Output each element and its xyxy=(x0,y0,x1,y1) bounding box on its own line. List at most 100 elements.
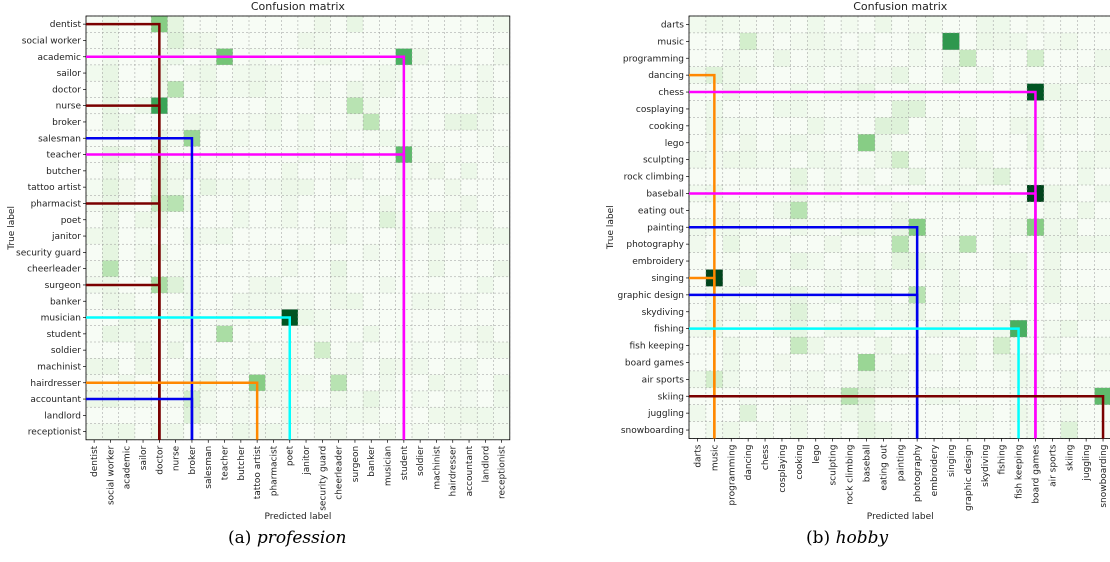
matrix-cell-faint xyxy=(346,113,364,131)
matrix-cell xyxy=(167,32,184,49)
matrix-cell-faint xyxy=(773,201,791,219)
y-tick-label: tattoo artist xyxy=(28,183,82,193)
matrix-cell-faint xyxy=(265,130,282,147)
matrix-cell-faint xyxy=(824,49,842,67)
matrix-cell-faint xyxy=(183,113,201,131)
matrix-cell-faint xyxy=(756,32,774,50)
y-tick-label: cheerleader xyxy=(27,265,81,275)
matrix-cell-faint xyxy=(200,32,217,49)
matrix-cell xyxy=(102,227,119,245)
highlight-path xyxy=(86,137,194,440)
matrix-cell-faint xyxy=(959,286,977,304)
matrix-cell-faint xyxy=(1077,286,1095,304)
matrix-cell-faint xyxy=(460,162,478,179)
matrix-cell-faint xyxy=(891,201,909,219)
matrix-cell-faint xyxy=(1077,168,1095,185)
matrix-cell xyxy=(858,421,875,439)
matrix-cell-faint xyxy=(942,151,960,169)
matrix-cell xyxy=(993,337,1011,354)
y-tick-label: photography xyxy=(626,240,684,250)
matrix-cell-faint xyxy=(232,293,249,310)
matrix-cell-faint xyxy=(346,390,364,408)
matrix-cell-faint xyxy=(722,269,740,287)
matrix-cell-faint xyxy=(460,358,478,375)
matrix-cell-faint xyxy=(1043,337,1061,354)
matrix-cell-faint xyxy=(976,404,994,422)
matrix-cell-faint xyxy=(444,195,461,212)
matrix-cell-faint xyxy=(874,66,892,84)
y-tick-label: student xyxy=(47,330,82,340)
matrix-cell-faint xyxy=(412,130,429,147)
matrix-cell-faint xyxy=(773,303,791,321)
x-tick-label: fish keeping xyxy=(1015,445,1025,500)
matrix-cell xyxy=(102,325,119,342)
matrix-cell-faint xyxy=(1060,117,1078,135)
matrix-cell-faint xyxy=(1060,83,1078,101)
caption-b: (b) hobby xyxy=(806,528,888,548)
matrix-cell-faint xyxy=(460,293,478,310)
matrix-cell xyxy=(102,32,119,49)
matrix-cell-faint xyxy=(1060,218,1078,236)
x-tick-label: security guard xyxy=(318,446,328,511)
x-tick-label: painting xyxy=(896,445,906,482)
matrix-cell-faint xyxy=(874,354,892,371)
matrix-cell-faint xyxy=(200,130,217,147)
matrix-cell-faint xyxy=(942,286,960,304)
matrix-cell-faint xyxy=(265,211,282,228)
matrix-cell-faint xyxy=(874,151,892,169)
highlight-path xyxy=(689,192,1037,439)
matrix-cell-faint xyxy=(379,81,396,98)
matrix-cell-faint xyxy=(330,423,347,440)
matrix-cell-faint xyxy=(908,16,926,33)
matrix-cell-faint xyxy=(790,134,808,152)
matrix-cell-faint xyxy=(363,81,380,98)
x-tick-label: music xyxy=(710,444,720,471)
matrix-cell-faint xyxy=(363,179,380,196)
matrix-cell-faint xyxy=(477,64,494,82)
matrix-cell-faint xyxy=(1094,337,1110,354)
x-tick-label: broker xyxy=(188,446,198,475)
matrix-cell-faint xyxy=(428,162,445,179)
matrix-cell-faint xyxy=(874,421,892,439)
matrix-cell xyxy=(993,16,1011,33)
y-tick-label: fish keeping xyxy=(629,342,684,352)
matrix-cell-faint xyxy=(183,64,201,82)
matrix-cell-faint xyxy=(874,16,892,33)
matrix-cell-faint xyxy=(1010,32,1027,50)
matrix-cell-faint xyxy=(1094,66,1110,84)
matrix-cell-faint xyxy=(993,235,1011,253)
matrix-cell-faint xyxy=(942,168,960,185)
matrix-cell xyxy=(102,113,119,131)
matrix-cell-faint xyxy=(86,227,103,245)
y-tick-label: cosplaying xyxy=(636,105,684,115)
matrix-cell-faint xyxy=(330,130,347,147)
highlight-path xyxy=(689,395,1105,439)
y-tick-label: broker xyxy=(52,118,81,128)
matrix-cell-faint xyxy=(134,358,152,375)
highlight-path xyxy=(86,316,291,440)
matrix-cell-faint xyxy=(428,293,445,310)
matrix-cell-faint xyxy=(841,16,858,33)
chart-title: Confusion matrix xyxy=(853,0,948,13)
matrix-cell-faint xyxy=(1060,404,1078,422)
matrix-cell-faint xyxy=(858,269,875,287)
matrix-cell-faint xyxy=(346,162,364,179)
matrix-cell-faint xyxy=(232,211,249,228)
matrix-cell-faint xyxy=(824,421,842,439)
matrix-cell-faint xyxy=(314,407,331,424)
matrix-cell-faint xyxy=(1094,117,1110,135)
matrix-cell-faint xyxy=(874,134,892,152)
matrix-cell-faint xyxy=(297,32,315,49)
matrix-cell-faint xyxy=(379,390,396,408)
x-tick-label: board games xyxy=(1031,444,1041,503)
matrix-cell-faint xyxy=(1077,151,1095,169)
caption-a: (a) profession xyxy=(228,528,346,548)
matrix-cell xyxy=(134,342,152,359)
matrix-cell-faint xyxy=(993,354,1011,371)
y-tick-label: painting xyxy=(647,223,684,233)
matrix-cell-faint xyxy=(689,370,706,388)
matrix-cell-faint xyxy=(281,211,298,228)
matrix-cell-faint xyxy=(134,260,152,277)
matrix-cell-faint xyxy=(363,97,380,114)
x-tick-label: juggling xyxy=(1082,445,1092,482)
